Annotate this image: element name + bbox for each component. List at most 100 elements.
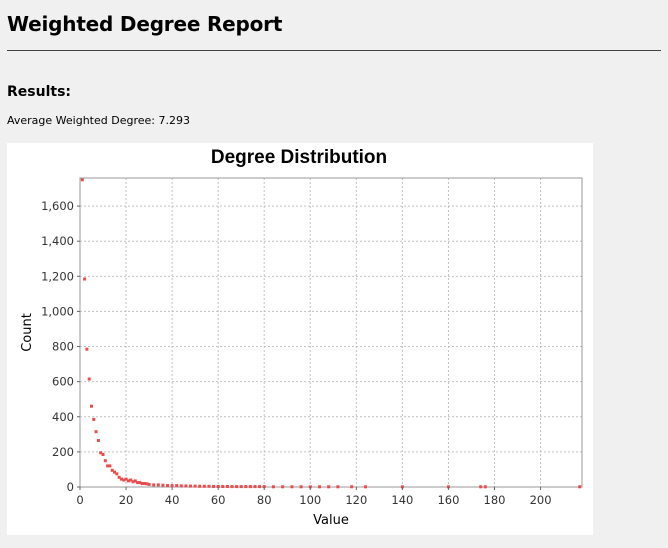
y-tick-label: 200 [52, 445, 74, 459]
data-point [133, 479, 137, 483]
data-point [166, 484, 169, 488]
data-point [110, 468, 114, 472]
x-tick-label: 100 [299, 493, 321, 507]
x-tick-label: 20 [119, 493, 134, 507]
data-point [230, 485, 234, 489]
data-point [193, 484, 197, 488]
y-axis-ticks: 0 200 400 600 800 1,000 1,200 1,400 1,600 [41, 199, 80, 494]
data-point [336, 485, 340, 489]
data-point [106, 464, 110, 468]
data-point [271, 485, 275, 489]
y-tick-label: 0 [67, 480, 74, 494]
data-point [235, 485, 239, 489]
data-point [101, 453, 105, 456]
data-point [117, 475, 121, 479]
grid-lines [79, 178, 582, 488]
chart-title: Degree Distribution [211, 147, 387, 168]
x-tick-label: 160 [437, 493, 459, 507]
data-point [108, 464, 112, 468]
data-point [136, 481, 140, 485]
data-point [87, 377, 91, 381]
data-point [179, 484, 183, 488]
data-point [225, 485, 229, 488]
data-point [189, 484, 192, 488]
title-divider [7, 50, 661, 51]
x-tick-label: 120 [345, 493, 367, 507]
data-point [364, 485, 367, 489]
x-tick-label: 0 [76, 493, 83, 507]
data-point [147, 482, 151, 486]
data-point [244, 485, 248, 489]
data-point [143, 482, 146, 485]
x-tick-label: 80 [257, 493, 272, 507]
average-weighted-degree: Average Weighted Degree: 7.293 [7, 114, 190, 127]
data-point [85, 347, 89, 351]
data-point [161, 483, 165, 487]
plot-area [79, 177, 583, 488]
data-point [400, 485, 404, 489]
data-point [221, 485, 225, 488]
data-point [446, 485, 450, 489]
data-point [207, 484, 211, 488]
data-point [140, 482, 144, 485]
x-tick-label: 60 [211, 493, 226, 507]
data-point [113, 470, 116, 474]
data-point [124, 477, 128, 481]
data-point [239, 485, 243, 489]
y-axis-label: Count [20, 313, 35, 352]
data-point [248, 485, 252, 489]
data-point [483, 485, 487, 489]
data-point [92, 417, 96, 421]
data-point [94, 430, 98, 434]
x-axis-label: Value [313, 513, 349, 528]
data-point [262, 485, 266, 489]
data-points [80, 178, 582, 489]
data-point [90, 404, 93, 408]
data-point [170, 484, 174, 488]
data-point [350, 485, 354, 489]
y-tick-label: 1,200 [41, 269, 74, 283]
data-point [281, 485, 285, 489]
x-tick-label: 200 [530, 493, 552, 507]
x-tick-label: 140 [391, 493, 413, 507]
data-point [308, 485, 312, 489]
data-point [152, 483, 156, 487]
data-point [198, 484, 202, 488]
y-tick-label: 1,400 [41, 234, 74, 248]
chart-svg: Degree Distribution 0 20 40 60 80 100 120 140 16… [20, 147, 583, 528]
data-point [126, 479, 130, 483]
data-point [175, 484, 179, 488]
data-point [578, 485, 582, 489]
data-point [184, 484, 188, 488]
data-point [212, 485, 216, 488]
data-point [131, 480, 135, 484]
data-point [103, 459, 107, 463]
data-point [96, 439, 100, 442]
data-point [290, 485, 294, 489]
data-point [83, 277, 87, 281]
results-heading: Results: [7, 84, 71, 100]
x-axis-ticks: 0 20 40 60 80 100 120 140 160 180 200 [76, 487, 552, 507]
y-tick-label: 400 [52, 410, 74, 424]
data-point [258, 485, 262, 489]
y-tick-label: 1,600 [41, 199, 74, 213]
data-point [80, 178, 84, 182]
data-point [318, 485, 321, 489]
data-point [129, 478, 133, 482]
degree-distribution-chart: Degree Distribution 0 20 40 60 80 100 120 140 16… [7, 143, 593, 535]
data-point [145, 482, 149, 486]
data-point [299, 485, 303, 489]
data-point [327, 485, 331, 489]
data-point [202, 484, 206, 488]
y-tick-label: 800 [52, 340, 74, 354]
data-point [479, 485, 483, 489]
data-point [119, 477, 123, 481]
y-tick-label: 600 [52, 375, 74, 389]
data-point [253, 485, 257, 489]
data-point [99, 451, 103, 455]
data-point [156, 483, 160, 487]
data-point [138, 481, 142, 485]
y-tick-label: 1,000 [41, 304, 74, 318]
x-tick-label: 180 [484, 493, 506, 507]
report-title: Weighted Degree Report [7, 12, 283, 36]
